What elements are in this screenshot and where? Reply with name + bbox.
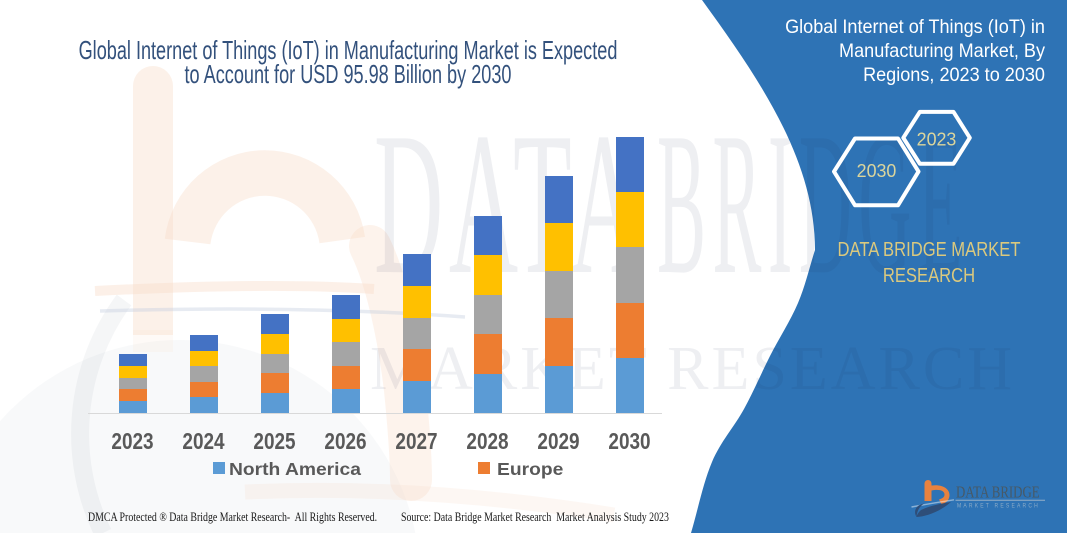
- svg-text:BRIDGE: BRIDGE: [657, 91, 969, 317]
- svg-text:DATA BRIDGE: DATA BRIDGE: [956, 484, 1040, 502]
- svg-text:MARKET RESEARCH: MARKET RESEARCH: [957, 503, 1040, 509]
- svg-text:2030: 2030: [857, 160, 897, 182]
- svg-text:2023: 2023: [917, 128, 957, 150]
